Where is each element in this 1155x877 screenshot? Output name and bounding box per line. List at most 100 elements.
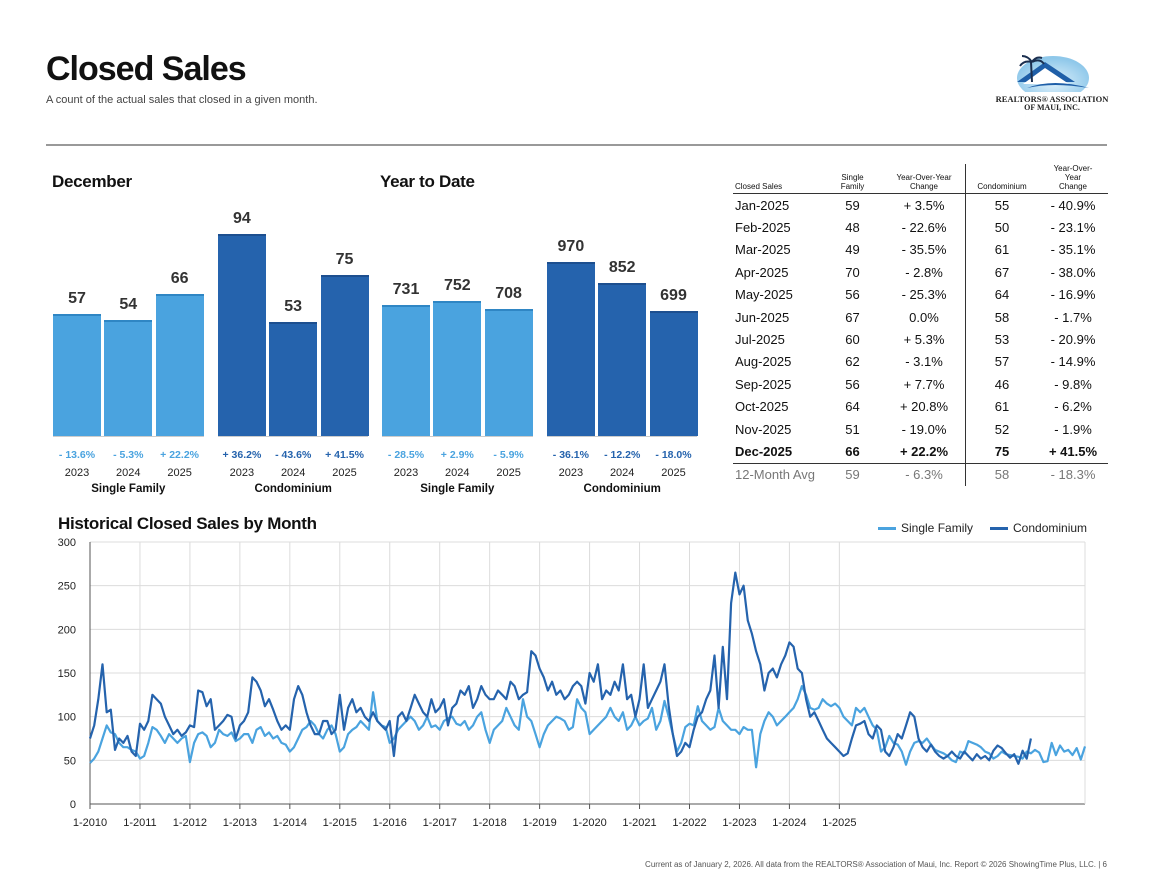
bar-year-label: 2024	[609, 467, 635, 479]
bar-year-label: 2025	[496, 467, 521, 479]
bar-condominium-2025	[320, 274, 369, 436]
bar-value-label: 699	[660, 286, 687, 304]
table-cell: 55	[965, 193, 1038, 217]
bar-condominium-2023	[546, 262, 595, 436]
table-cell: Mar-2025	[735, 242, 791, 258]
table-cell: Aug-2025	[735, 354, 792, 370]
y-tick-label: 300	[58, 537, 76, 549]
y-tick-label: 150	[58, 668, 76, 680]
table-cell: - 35.1%	[1050, 242, 1096, 258]
table-cell: - 19.0%	[901, 421, 947, 437]
table-cell: + 22.2%	[883, 440, 966, 464]
table-cell: 53	[965, 328, 1038, 351]
y-tick-label: 0	[70, 799, 76, 811]
table-row: Nov-2025 51 - 19.0% 52 - 1.9%	[733, 417, 1108, 441]
table-cell: Jun-2025	[735, 309, 790, 325]
table-cell: 12-Month Avg	[735, 467, 815, 483]
table-row: Apr-2025 70 - 2.8% 67 - 38.0%	[733, 261, 1108, 284]
bar-group-baseline	[382, 436, 533, 437]
historical-line-chart: 0 50 100 150 200 250 300 1-2010 1-2011 1-2012 1-20…	[58, 537, 1087, 829]
legend-label-single-family: Single Family	[901, 521, 974, 535]
table-cell: - 23.1%	[1050, 220, 1096, 236]
bar-single-family-2023	[53, 313, 101, 436]
bar-value-label: 752	[443, 277, 471, 295]
table-cell: 62	[845, 354, 860, 370]
table-cell: 48	[845, 220, 860, 236]
bar-change-label: - 28.5%	[387, 449, 425, 461]
bar-group-label: Condominium	[254, 483, 332, 495]
bar-change-label: - 36.1%	[552, 449, 589, 461]
table-cell: - 22.6%	[901, 220, 947, 236]
table-cell: + 7.7%	[903, 376, 945, 392]
bar-single-family-2024	[104, 319, 153, 436]
table-row: Feb-2025 48 - 22.6% 50 - 23.1%	[733, 216, 1108, 239]
series-line-condominium	[88, 571, 1032, 765]
table-row: Jan-2025 59 + 3.5% 55 - 40.9%	[733, 193, 1108, 217]
x-tick-label: 1-2020	[572, 817, 606, 829]
col-header-single-family: Single Family	[822, 164, 883, 194]
footer-note: Current as of January 2, 2026. All data …	[645, 860, 1107, 869]
x-tick-label: 1-2012	[173, 817, 207, 829]
bar-year-label: 2023	[229, 467, 255, 479]
bar-condominium-2024	[598, 283, 647, 436]
table-cell: - 16.9%	[1050, 287, 1096, 303]
bar-value-label: 970	[557, 238, 585, 255]
x-tick-label: 1-2016	[373, 817, 407, 829]
col-header-condo-yoy: Year-Over-Year Change	[1038, 164, 1108, 194]
col-header-closed-sales: Closed Sales	[733, 164, 822, 194]
col-header-sf-yoy: Year-Over-Year Change	[883, 164, 966, 194]
table-cell: 49	[845, 242, 860, 258]
table-cell: 61	[965, 238, 1038, 262]
x-tick-label: 1-2014	[273, 817, 307, 829]
table-cell: 59	[845, 467, 860, 483]
realtors-logo: REALTORS® ASSOCIATION OF MAUI, INC.	[993, 48, 1111, 114]
table-row: Mar-2025 49 - 35.5% 61 - 35.1%	[733, 238, 1108, 262]
bar-group-baseline	[546, 436, 698, 437]
table-row: Jul-2025 60 + 5.3% 53 - 20.9%	[733, 328, 1108, 351]
table-cell: - 3.1%	[905, 354, 943, 370]
bar-year-label: 2023	[64, 467, 90, 479]
col-header-condominium: Condominium	[965, 164, 1038, 194]
bar-value-label: 57	[68, 289, 86, 307]
legend-single-family: Single Family	[878, 521, 973, 535]
bar-single-family-2024	[433, 301, 482, 436]
table-cell: - 2.8%	[905, 264, 943, 280]
bar-change-label: - 5.9%	[493, 449, 524, 461]
table-cell: 57	[965, 350, 1038, 374]
table-cell: 75	[965, 440, 1038, 464]
table-cell: - 18.3%	[1050, 467, 1096, 483]
table-row-12-month-avg: 12-Month Avg 59 - 6.3% 58 - 18.3%	[733, 463, 1108, 487]
x-tick-label: 1-2015	[323, 817, 357, 829]
y-tick-label: 100	[58, 712, 76, 724]
logo-text-line2: OF MAUI, INC.	[1024, 103, 1080, 112]
table-cell: - 35.5%	[901, 242, 947, 258]
bar-value-label: 75	[335, 250, 354, 268]
bar-group-label: Single Family	[420, 483, 495, 495]
table-cell: - 20.9%	[1050, 332, 1096, 348]
x-tick-label: 1-2019	[522, 817, 556, 829]
bar-year-label: 2023	[393, 467, 419, 479]
table-cell: Apr-2025	[735, 264, 789, 280]
table-cell: 58	[965, 463, 1038, 487]
bar-change-label: - 13.6%	[58, 449, 96, 461]
page-subtitle: A count of the actual sales that closed …	[46, 94, 318, 106]
bar-year-label: 2025	[167, 467, 192, 479]
table-cell: Jul-2025	[735, 332, 785, 348]
table-cell: 60	[845, 332, 860, 348]
table-cell: Sep-2025	[735, 376, 792, 392]
december-title: December	[52, 172, 132, 191]
header-divider	[46, 144, 1107, 146]
x-tick-label: 1-2022	[672, 817, 706, 829]
bar-group-label: Single Family	[91, 483, 166, 495]
table-cell: 56	[845, 287, 860, 303]
y-tick-label: 50	[64, 755, 76, 767]
table-cell: 67	[965, 261, 1038, 284]
table-cell: - 9.8%	[1054, 376, 1092, 392]
table-cell: - 1.7%	[1054, 309, 1092, 325]
table-cell: + 20.8%	[899, 399, 949, 415]
table-cell: + 3.5%	[903, 197, 945, 213]
table-cell: 59	[845, 197, 860, 213]
bar-value-label: 54	[119, 295, 138, 313]
x-tick-label: 1-2024	[772, 817, 806, 829]
monthly-closed-sales-table: Closed Sales Single Family Year-Over-Yea…	[733, 164, 1108, 487]
